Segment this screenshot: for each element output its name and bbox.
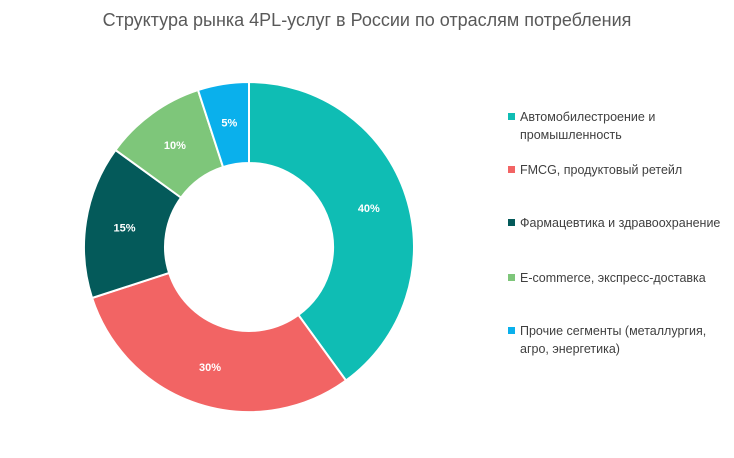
legend-label: Прочие сегменты (металлургия, агро, энер…	[520, 324, 707, 356]
slice-label-5: 5%	[221, 118, 237, 130]
legend-item: FMCG, продуктовый ретейл	[508, 161, 728, 179]
legend-swatch	[508, 327, 515, 334]
legend-item: Автомобилестроение и промышленность	[508, 108, 728, 144]
legend-label: Фармацевтика и здравоохранение	[520, 216, 721, 230]
slice-2	[90, 271, 348, 413]
legend-swatch	[508, 274, 515, 281]
legend-label: E-commerce, экспресс-доставка	[520, 271, 706, 285]
legend-label: FMCG, продуктовый ретейл	[520, 163, 683, 177]
legend-swatch	[508, 113, 515, 120]
legend-item: E-commerce, экспресс-доставка	[508, 269, 728, 287]
chart-title: Структура рынка 4PL-услуг в России по от…	[102, 10, 632, 30]
legend-label: Автомобилестроение и промышленность	[520, 110, 656, 142]
legend-item: Прочие сегменты (металлургия, агро, энер…	[508, 322, 728, 358]
slice-label-2: 30%	[199, 362, 221, 374]
legend-item: Фармацевтика и здравоохранение	[508, 214, 728, 232]
slice-5	[196, 80, 250, 169]
slice-1	[248, 80, 415, 382]
slice-label-1: 40%	[358, 203, 380, 215]
legend-swatch	[508, 166, 515, 173]
legend-swatch	[508, 219, 515, 226]
slice-label-3: 15%	[114, 222, 136, 234]
slice-label-4: 10%	[164, 140, 186, 152]
